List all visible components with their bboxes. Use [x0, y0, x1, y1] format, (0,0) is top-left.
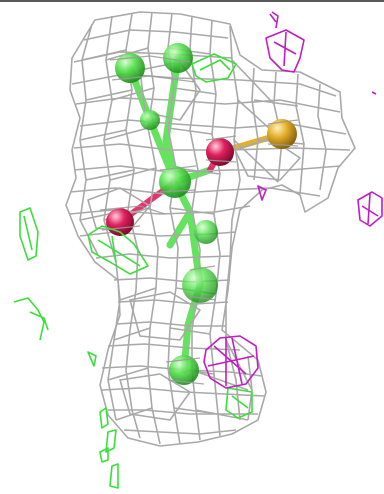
oxygen-atom — [206, 138, 234, 166]
carbon-atom — [163, 43, 193, 73]
carbon-atom — [140, 110, 160, 130]
carbon-atom — [182, 267, 218, 303]
carbon-atom — [169, 355, 199, 385]
carbon-atom — [159, 166, 191, 198]
ligand-atoms — [106, 43, 297, 385]
carbon-atom — [194, 220, 218, 244]
difference-density-negative — [203, 11, 383, 389]
density-mesh-overlay — [99, 55, 299, 385]
carbon-atom — [115, 53, 145, 83]
difference-density-positive — [13, 53, 253, 489]
sulfur-atom — [267, 119, 297, 149]
